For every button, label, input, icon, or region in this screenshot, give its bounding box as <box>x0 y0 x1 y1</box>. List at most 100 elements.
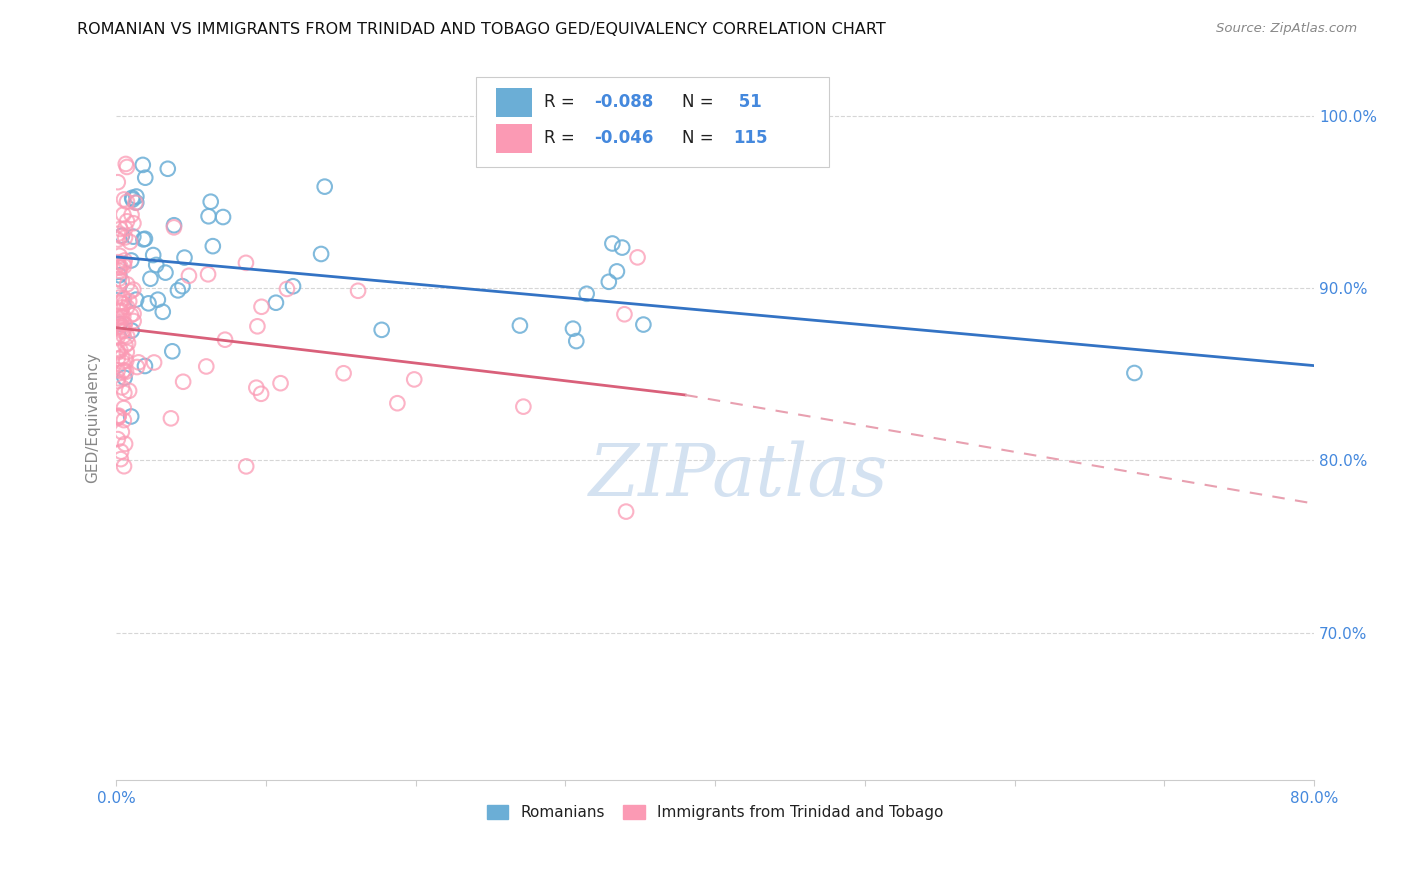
Point <box>156 161 179 176</box>
Point <box>107 409 129 423</box>
Point <box>387 396 409 410</box>
Point <box>121 324 143 338</box>
Point <box>115 354 138 368</box>
Point <box>177 268 200 283</box>
Point <box>114 157 136 171</box>
Point <box>633 318 655 332</box>
Point <box>111 320 134 334</box>
Point <box>138 296 160 310</box>
Point <box>121 191 143 205</box>
Point <box>235 256 257 270</box>
Point <box>250 386 273 401</box>
Point <box>115 300 138 314</box>
Point <box>120 285 142 299</box>
Text: -0.088: -0.088 <box>595 94 654 112</box>
Point <box>370 323 392 337</box>
Point <box>107 255 129 269</box>
Point <box>107 410 129 425</box>
FancyBboxPatch shape <box>496 87 531 117</box>
Point <box>114 230 136 244</box>
Point <box>614 505 637 519</box>
Point <box>114 370 136 384</box>
Point <box>626 251 648 265</box>
Point <box>276 282 298 296</box>
Point <box>121 193 143 207</box>
Point <box>107 343 129 358</box>
Point <box>115 194 138 209</box>
Point <box>107 410 129 425</box>
Text: N =: N = <box>682 94 718 112</box>
Point <box>122 229 145 244</box>
Point <box>142 248 165 262</box>
Point <box>114 338 136 352</box>
Text: ROMANIAN VS IMMIGRANTS FROM TRINIDAD AND TOBAGO GED/EQUIVALENCY CORRELATION CHAR: ROMANIAN VS IMMIGRANTS FROM TRINIDAD AND… <box>77 22 886 37</box>
Text: 115: 115 <box>733 129 768 147</box>
Point <box>108 317 131 331</box>
Point <box>107 371 129 385</box>
Point <box>152 305 174 319</box>
Point <box>112 193 135 207</box>
Point <box>107 374 129 388</box>
Point <box>114 253 136 268</box>
Point <box>112 256 135 270</box>
Point <box>111 274 134 288</box>
Point <box>613 307 636 321</box>
Point <box>112 317 135 331</box>
Point <box>134 359 156 373</box>
Point <box>562 321 585 335</box>
Point <box>132 158 155 172</box>
Point <box>120 409 142 424</box>
Point <box>108 291 131 305</box>
Point <box>124 195 146 210</box>
Point <box>108 279 131 293</box>
Point <box>114 221 136 235</box>
Point <box>110 444 132 458</box>
Point <box>111 425 134 439</box>
Point <box>108 222 131 236</box>
Point <box>107 320 129 334</box>
Point <box>201 239 224 253</box>
Point <box>118 384 141 398</box>
Point <box>114 318 136 332</box>
Point <box>125 359 148 374</box>
Legend: Romanians, Immigrants from Trinidad and Tobago: Romanians, Immigrants from Trinidad and … <box>481 798 949 826</box>
Point <box>121 208 143 222</box>
Point <box>332 366 354 380</box>
Point <box>111 228 134 243</box>
Point <box>115 214 138 228</box>
Point <box>112 459 135 474</box>
Point <box>115 365 138 379</box>
Text: -0.046: -0.046 <box>595 129 654 147</box>
Point <box>117 336 139 351</box>
Point <box>162 344 184 359</box>
Y-axis label: GED/Equivalency: GED/Equivalency <box>86 352 100 483</box>
Point <box>404 372 426 386</box>
FancyBboxPatch shape <box>475 77 830 168</box>
Point <box>134 170 156 185</box>
Point <box>214 333 236 347</box>
Point <box>235 459 257 474</box>
Point <box>107 317 129 331</box>
Point <box>1123 366 1146 380</box>
Point <box>143 355 166 369</box>
Point <box>112 291 135 305</box>
Point <box>110 296 132 310</box>
Point <box>132 232 155 246</box>
Text: N =: N = <box>682 129 718 147</box>
Point <box>112 363 135 377</box>
Point <box>612 241 634 255</box>
Point <box>115 277 138 292</box>
Point <box>122 216 145 230</box>
Point <box>146 293 169 307</box>
Point <box>163 219 186 233</box>
Text: R =: R = <box>544 129 579 147</box>
Point <box>107 329 129 343</box>
Point <box>172 375 194 389</box>
Point <box>112 297 135 311</box>
Point <box>509 318 531 333</box>
Point <box>264 295 287 310</box>
Point <box>107 351 129 366</box>
Point <box>246 319 269 334</box>
Point <box>110 303 132 318</box>
Point <box>107 315 129 329</box>
